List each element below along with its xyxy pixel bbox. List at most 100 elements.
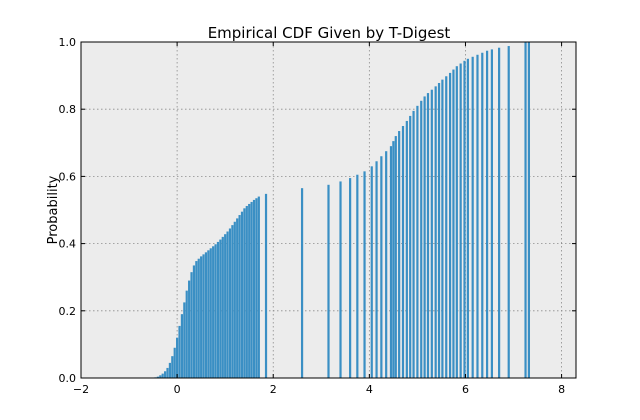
cdf-bar (437, 82, 441, 378)
cdf-bar (240, 211, 244, 378)
cdf-bar (243, 208, 246, 378)
cdf-bar (238, 215, 241, 378)
cdf-bar (434, 86, 437, 379)
cdf-bar (156, 376, 159, 378)
cdf-bar (250, 201, 253, 378)
cdf-bar (214, 244, 217, 378)
cdf-bar (476, 54, 479, 378)
cdf-bar (398, 131, 401, 378)
cdf-bar (394, 136, 397, 378)
cdf-bar (183, 302, 186, 378)
cdf-bar (466, 58, 469, 379)
cdf-bar (257, 196, 260, 378)
cdf-bar (507, 46, 510, 378)
cdf-bar (524, 42, 527, 378)
cdf-bar (224, 234, 227, 378)
cdf-bar (231, 225, 234, 378)
cdf-bar (228, 228, 232, 378)
cdf-bar (166, 367, 169, 378)
cdf-bar (255, 198, 258, 378)
cdf-bar (426, 93, 430, 379)
cdf-bar (339, 181, 342, 378)
x-tick-label: 0 (174, 383, 181, 396)
cdf-bar (195, 261, 198, 378)
x-tick-label: −2 (73, 383, 89, 396)
cdf-bar (209, 248, 212, 378)
x-tick-label: 2 (270, 383, 277, 396)
cdf-bar (173, 347, 176, 378)
cdf-bar (452, 69, 455, 378)
cdf-bar (409, 115, 412, 379)
y-axis-label: Probability (46, 175, 61, 244)
cdf-bar (178, 325, 181, 378)
cdf-bar (385, 151, 388, 378)
cdf-bar (190, 272, 193, 378)
cdf-bar (180, 314, 184, 378)
cdf-bar (416, 105, 419, 378)
cdf-bar (459, 63, 462, 379)
cdf-bar (485, 50, 489, 379)
x-axis: −2 0 2 4 6 8 (73, 42, 565, 396)
cdf-bar (356, 174, 359, 378)
cdf-bar (164, 371, 167, 378)
chart-title: Empirical CDF Given by T-Digest (208, 24, 451, 42)
cdf-bar (441, 79, 444, 378)
cdf-bar (161, 373, 164, 378)
cdf-bar (200, 256, 203, 378)
cdf-bar (226, 231, 229, 378)
cdf-bar (252, 199, 256, 378)
cdf-bar (171, 356, 174, 378)
cdf-bar (463, 60, 466, 378)
cdf-bar (192, 265, 196, 378)
cdf-bar (392, 141, 395, 378)
cdf-bar (423, 96, 426, 378)
cdf-bar (219, 239, 222, 378)
cdf-bar (207, 250, 210, 378)
cdf-bar (370, 166, 373, 378)
cdf-bar (212, 246, 215, 378)
cdf-bar (248, 203, 251, 378)
cdf-bar (481, 52, 484, 378)
cdf-bar (264, 193, 268, 378)
cdf-bar (412, 110, 415, 378)
plot-frame (80, 41, 577, 379)
cdf-bar (300, 188, 304, 378)
y-tick-label: 0.8 (59, 103, 77, 116)
cdf-bar (188, 280, 191, 378)
cdf-bar (245, 205, 248, 378)
cdf-bar (471, 56, 474, 379)
y-tick-label: 0.6 (59, 170, 77, 183)
cdf-bar (159, 375, 162, 378)
cdf-bar (327, 184, 330, 378)
cdf-bar (401, 126, 405, 378)
y-tick-label: 0.4 (59, 238, 77, 251)
x-tick-label: 4 (366, 383, 373, 396)
cdf-bar (363, 171, 366, 378)
cdf-bar (430, 89, 433, 378)
y-axis: 0.0 0.2 0.4 0.6 0.8 1.0 (59, 36, 576, 385)
cdf-bar (168, 362, 172, 378)
cdf-bar (490, 49, 493, 378)
x-tick-label: 8 (558, 383, 565, 396)
x-tick-label: 6 (462, 383, 469, 396)
cdf-bar (202, 254, 205, 378)
cdf-bar (420, 100, 423, 379)
y-tick-label: 0.2 (59, 305, 77, 318)
y-tick-label: 1.0 (59, 36, 77, 49)
cdf-bar (389, 146, 393, 378)
cdf-bar (221, 236, 224, 378)
cdf-bar (527, 42, 531, 378)
cdf-bar (445, 76, 448, 378)
cdf-bar (448, 72, 452, 379)
cdf-bar (405, 120, 408, 379)
cdf-bar (197, 258, 200, 378)
bar-series (151, 42, 531, 379)
cdf-bar (216, 241, 220, 378)
y-tick-label: 0.0 (59, 372, 77, 385)
cdf-bar (233, 221, 236, 378)
cdf-bar (375, 161, 378, 378)
cdf-bar (349, 178, 352, 378)
cdf-bar (176, 337, 179, 378)
cdf-bar (498, 47, 501, 378)
